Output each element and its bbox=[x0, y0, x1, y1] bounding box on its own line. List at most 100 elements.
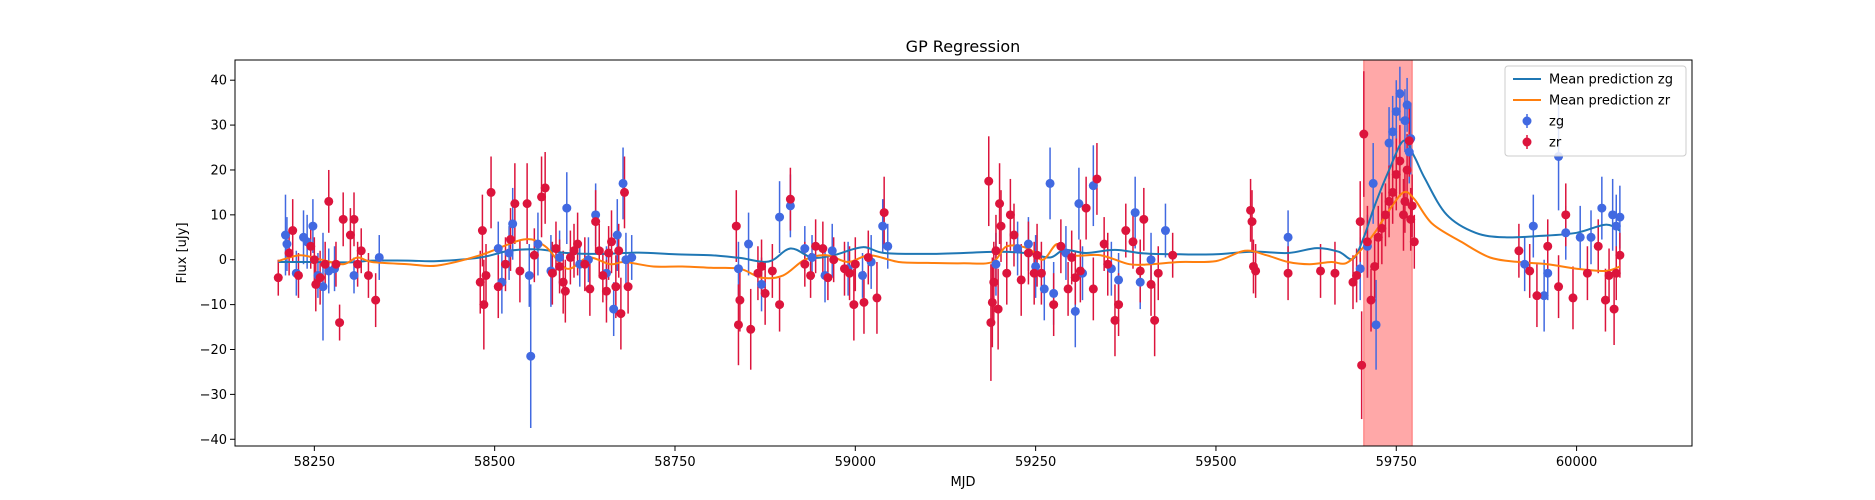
point-zr-135 bbox=[1391, 169, 1401, 179]
point-zr-114 bbox=[1168, 250, 1178, 260]
point-zr-131 bbox=[1377, 223, 1387, 233]
point-zr-92 bbox=[1032, 250, 1042, 260]
point-zr-48 bbox=[607, 237, 617, 247]
x-tick-label-58500: 58500 bbox=[474, 455, 515, 470]
point-zr-127 bbox=[1362, 237, 1372, 247]
point-zg-82 bbox=[1575, 232, 1585, 242]
point-zr-150 bbox=[1568, 293, 1578, 303]
point-zr-50 bbox=[614, 246, 624, 256]
point-zr-7 bbox=[315, 273, 325, 283]
point-zg-0 bbox=[280, 230, 290, 240]
point-zr-143 bbox=[1409, 237, 1419, 247]
point-zr-9 bbox=[324, 196, 334, 206]
legend-box bbox=[1504, 65, 1687, 157]
point-zr-35 bbox=[555, 261, 565, 271]
point-zr-88 bbox=[1009, 230, 1019, 240]
point-zr-17 bbox=[363, 270, 373, 280]
point-zr-37 bbox=[560, 286, 570, 296]
point-zg-33 bbox=[757, 279, 767, 289]
point-zr-60 bbox=[760, 288, 770, 298]
point-zr-84 bbox=[995, 199, 1005, 209]
point-zg-34 bbox=[775, 212, 785, 222]
point-zr-153 bbox=[1600, 295, 1610, 305]
point-zg-27 bbox=[612, 230, 622, 240]
point-zr-120 bbox=[1316, 266, 1326, 276]
point-zr-6 bbox=[311, 279, 321, 289]
point-zr-45 bbox=[598, 270, 608, 280]
chart-title: GP Regression bbox=[906, 37, 1021, 56]
point-zg-30 bbox=[627, 252, 637, 262]
point-zr-18 bbox=[371, 295, 381, 305]
point-zr-23 bbox=[486, 187, 496, 197]
point-zr-116 bbox=[1247, 217, 1257, 227]
point-zg-81 bbox=[1561, 228, 1571, 238]
point-zg-85 bbox=[1608, 210, 1618, 220]
point-zg-86 bbox=[1611, 221, 1621, 231]
point-zg-76 bbox=[1520, 259, 1530, 269]
point-zr-141 bbox=[1406, 214, 1416, 224]
point-zg-73 bbox=[1402, 100, 1412, 110]
legend-label-3: zr bbox=[1549, 136, 1562, 151]
point-zr-14 bbox=[349, 214, 359, 224]
point-zr-22 bbox=[481, 270, 491, 280]
point-zr-111 bbox=[1146, 279, 1156, 289]
point-zr-105 bbox=[1110, 315, 1120, 325]
point-zr-56 bbox=[735, 295, 745, 305]
point-zr-128 bbox=[1366, 295, 1376, 305]
point-zr-62 bbox=[775, 300, 785, 310]
point-zr-27 bbox=[510, 199, 520, 209]
point-zg-36 bbox=[800, 244, 810, 254]
point-zg-70 bbox=[1391, 107, 1401, 117]
point-zg-18 bbox=[533, 239, 543, 249]
point-zr-47 bbox=[604, 248, 614, 258]
point-zr-63 bbox=[785, 194, 795, 204]
point-zg-48 bbox=[1031, 261, 1041, 271]
point-zr-112 bbox=[1150, 315, 1160, 325]
point-zr-81 bbox=[989, 277, 999, 287]
point-zr-152 bbox=[1593, 241, 1603, 251]
x-tick-label-60000: 60000 bbox=[1556, 455, 1597, 470]
y-tick-label-20: 20 bbox=[210, 163, 227, 178]
point-zg-28 bbox=[618, 178, 628, 188]
point-zg-14 bbox=[504, 248, 514, 258]
y-tick-label-40: 40 bbox=[210, 74, 227, 89]
point-zr-142 bbox=[1407, 201, 1417, 211]
point-zr-79 bbox=[986, 318, 996, 328]
point-zr-115 bbox=[1246, 205, 1256, 215]
point-zr-96 bbox=[1063, 284, 1073, 294]
point-zr-102 bbox=[1092, 174, 1102, 184]
point-zr-3 bbox=[293, 270, 303, 280]
point-zr-21 bbox=[479, 300, 489, 310]
point-zg-49 bbox=[1039, 284, 1049, 294]
point-zr-101 bbox=[1088, 284, 1098, 294]
point-zr-74 bbox=[859, 297, 869, 307]
point-zg-66 bbox=[1368, 178, 1378, 188]
point-zr-71 bbox=[845, 268, 855, 278]
point-zg-53 bbox=[1070, 306, 1080, 316]
point-zr-106 bbox=[1114, 300, 1124, 310]
legend-label-2: zg bbox=[1549, 115, 1564, 130]
point-zg-69 bbox=[1388, 127, 1398, 137]
point-zr-94 bbox=[1049, 300, 1059, 310]
point-zr-133 bbox=[1384, 196, 1394, 206]
point-zr-51 bbox=[616, 309, 626, 319]
point-zr-83 bbox=[993, 304, 1003, 314]
point-zr-44 bbox=[594, 246, 604, 256]
point-zr-90 bbox=[1023, 248, 1033, 258]
point-zr-103 bbox=[1099, 239, 1109, 249]
point-zg-84 bbox=[1597, 203, 1607, 213]
point-zr-41 bbox=[580, 259, 590, 269]
point-zr-118 bbox=[1251, 266, 1261, 276]
point-zr-126 bbox=[1359, 129, 1369, 139]
point-zg-71 bbox=[1395, 89, 1405, 99]
point-zg-47 bbox=[1023, 239, 1033, 249]
point-zr-130 bbox=[1373, 232, 1383, 242]
point-zg-58 bbox=[1114, 275, 1124, 285]
point-zr-136 bbox=[1395, 156, 1405, 166]
point-zr-65 bbox=[806, 270, 816, 280]
plot-frame bbox=[234, 59, 1693, 447]
point-zr-52 bbox=[619, 187, 629, 197]
point-zr-145 bbox=[1525, 266, 1535, 276]
point-zg-74 bbox=[1404, 147, 1414, 157]
point-zr-78 bbox=[984, 176, 994, 186]
